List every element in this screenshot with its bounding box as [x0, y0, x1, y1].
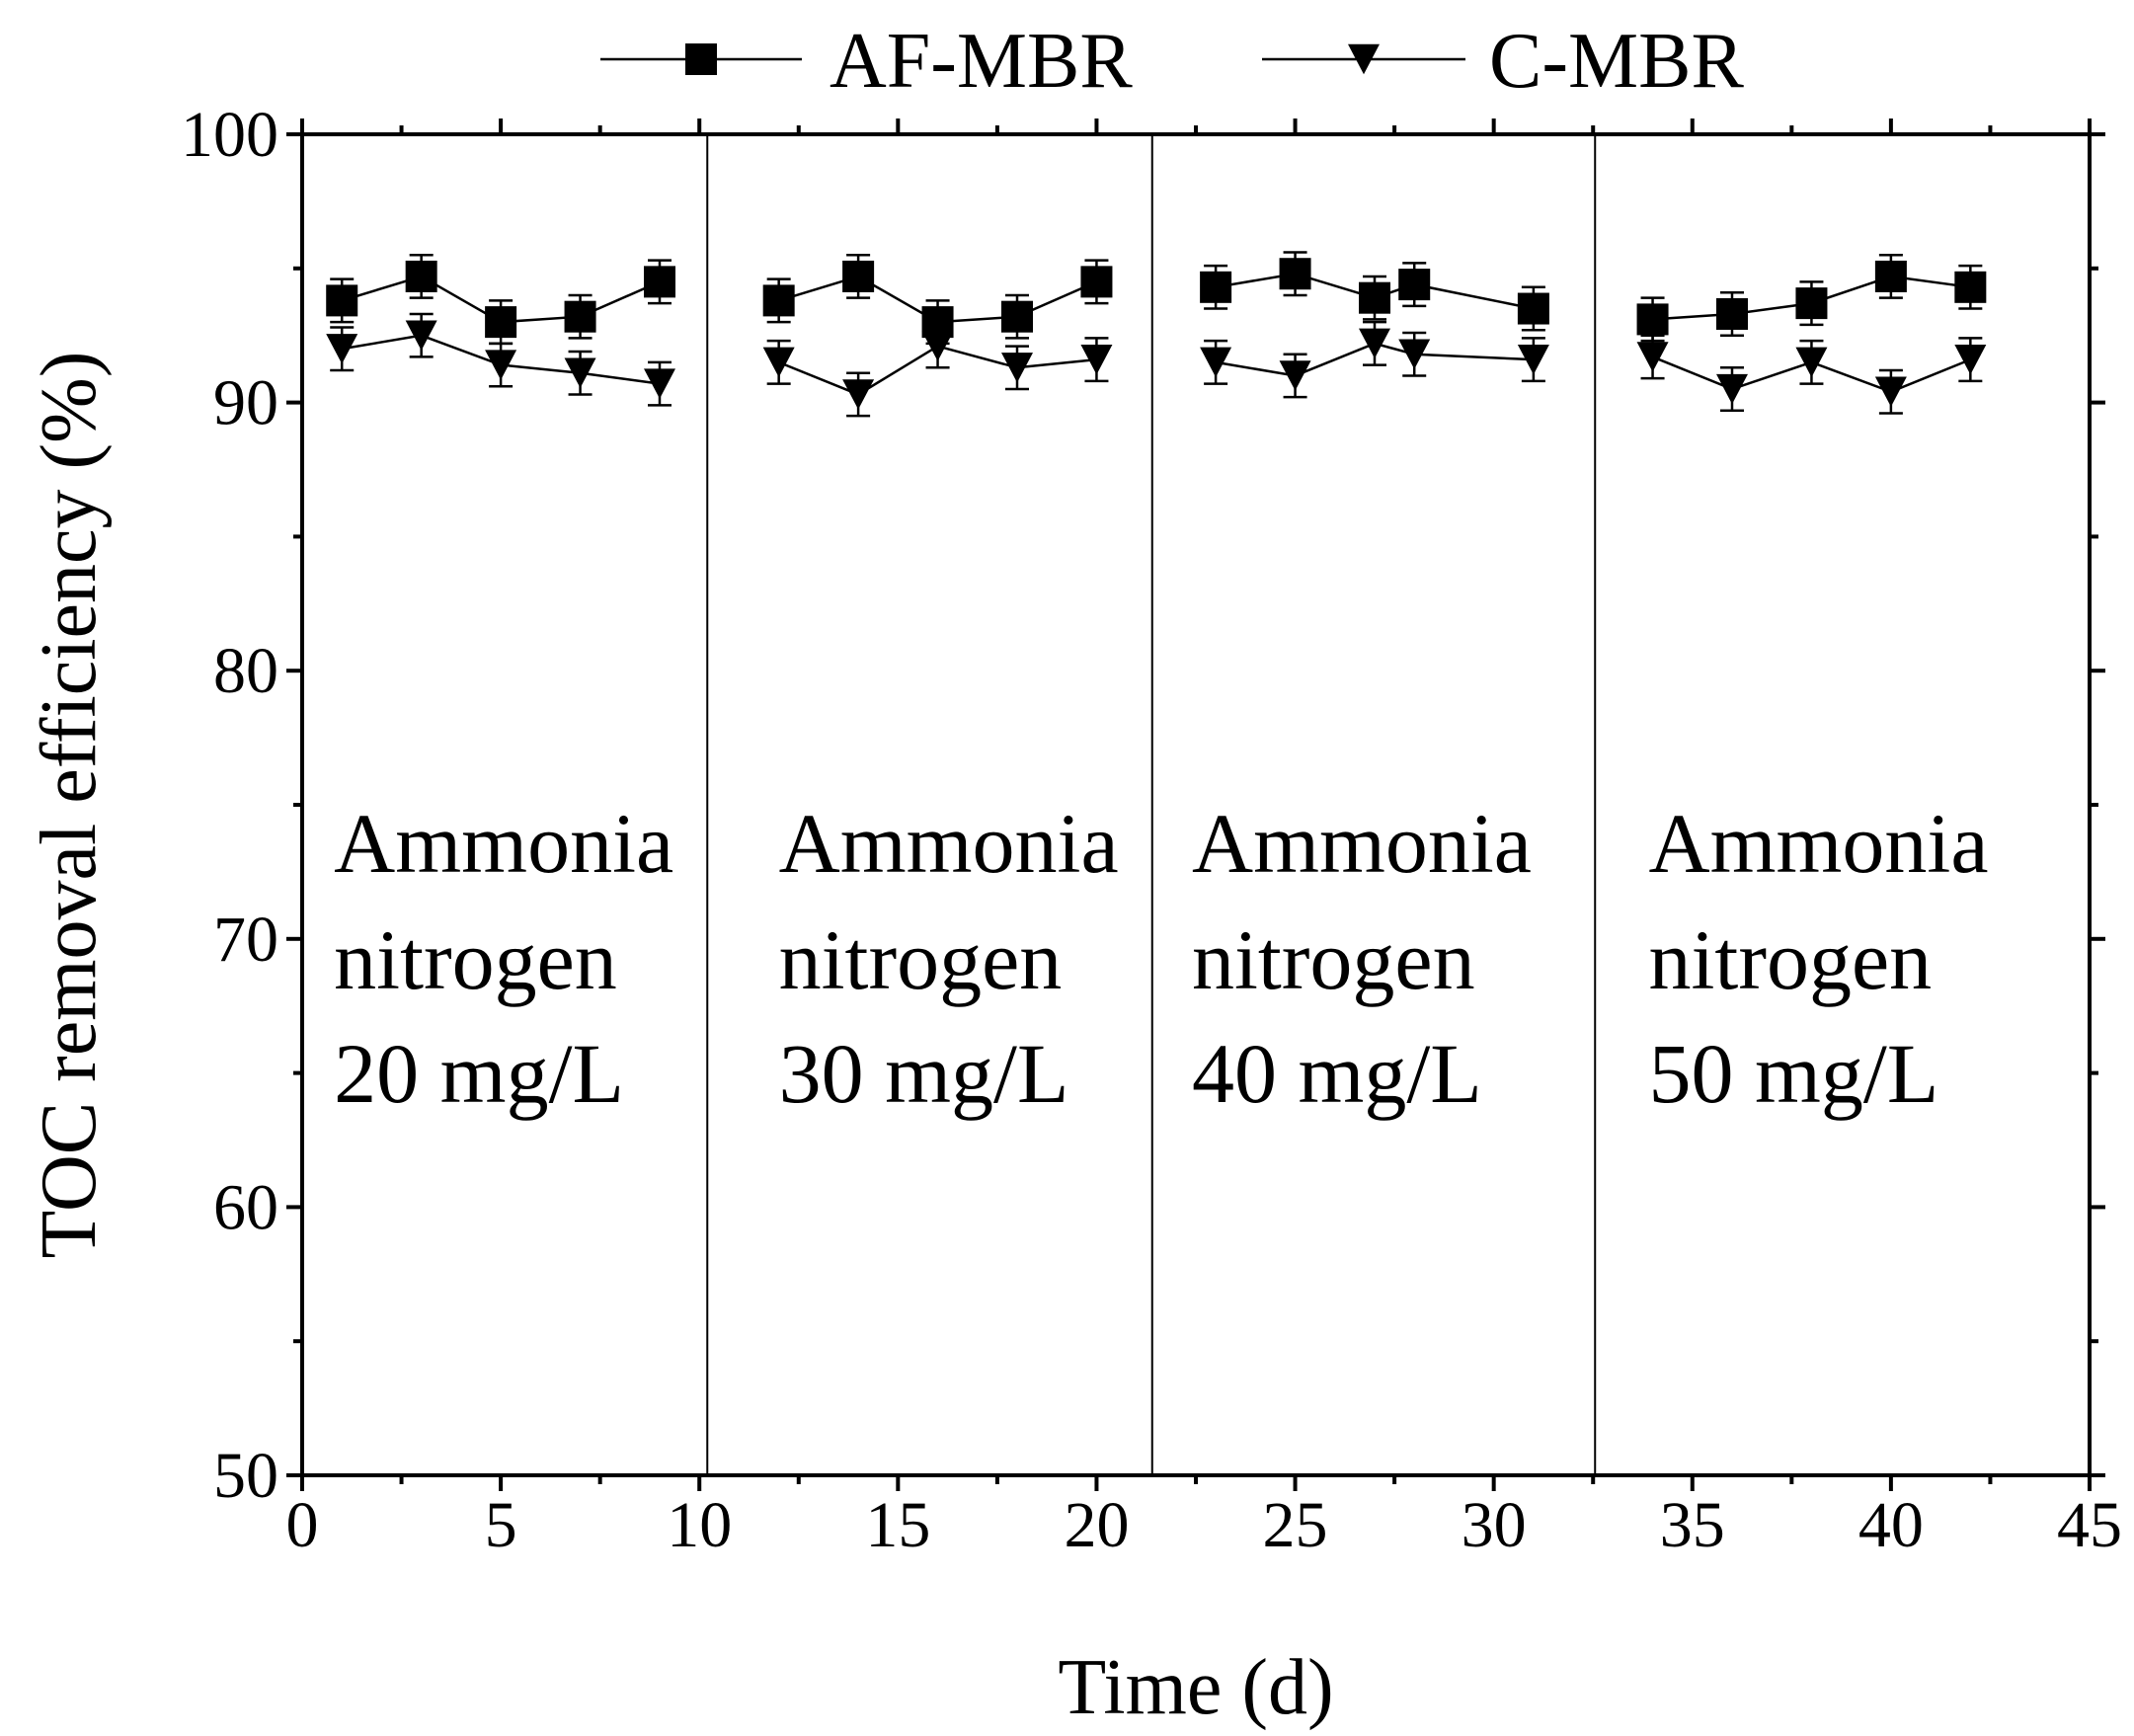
legend-marker: [1348, 43, 1380, 75]
data-point: [1795, 347, 1828, 378]
plot-content: [326, 134, 1987, 1475]
x-axis-label: Time (d): [1058, 1644, 1333, 1731]
phase-label-line2: nitrogen: [1192, 912, 1475, 1007]
x-tick-label: 10: [667, 1489, 732, 1561]
data-point: [644, 266, 675, 298]
data-point: [1359, 281, 1390, 314]
legend-label: AF-MBR: [830, 18, 1133, 105]
y-axis-label: TOC removal efficiency (%): [26, 352, 113, 1259]
data-point: [842, 260, 875, 292]
data-point: [1398, 339, 1431, 369]
phase-label-line1: Ammonia: [1649, 796, 1989, 891]
x-tick-label: 40: [1858, 1489, 1924, 1561]
series-c-mbr: [326, 312, 1987, 418]
x-tick-label: 45: [2057, 1489, 2122, 1561]
y-axis: 50 60 70 80 90 100: [181, 99, 2105, 1512]
legend-item-af-mbr: AF-MBR: [600, 18, 1133, 105]
data-point: [326, 284, 358, 317]
data-point: [1954, 344, 1987, 375]
data-point: [1716, 297, 1748, 330]
data-point: [326, 334, 358, 364]
data-point: [405, 320, 437, 351]
data-point: [762, 347, 795, 378]
data-point: [1874, 260, 1907, 292]
data-point: [762, 284, 795, 317]
phase-label-line2: nitrogen: [1649, 912, 1933, 1007]
legend-label: C-MBR: [1489, 18, 1744, 105]
x-tick-label: 15: [865, 1489, 930, 1561]
phase-label-line2: nitrogen: [779, 912, 1063, 1007]
data-point: [1080, 344, 1113, 375]
x-tick-label: 35: [1660, 1489, 1725, 1561]
x-tick-label: 0: [286, 1489, 319, 1561]
series-af-mbr: [326, 251, 1987, 346]
phase-label-line1: Ammonia: [1192, 796, 1532, 891]
data-point: [564, 300, 596, 333]
phase-label-line1: Ammonia: [779, 796, 1119, 891]
legend-marker: [685, 43, 717, 75]
data-point: [1398, 269, 1431, 301]
data-point: [1636, 303, 1669, 336]
data-point: [1200, 271, 1232, 303]
data-point: [1795, 287, 1828, 320]
phase-label-line3: 40 mg/L: [1192, 1026, 1482, 1121]
data-point: [1359, 328, 1390, 359]
x-tick-label: 30: [1462, 1489, 1527, 1561]
y-tick-label: 60: [213, 1171, 278, 1243]
y-tick-label: 50: [213, 1440, 278, 1512]
data-point: [1200, 347, 1232, 378]
legend-item-c-mbr: C-MBR: [1262, 18, 1744, 105]
phase-labels: Ammonia nitrogen 20 mg/L Ammonia nitrogen 30 …: [334, 796, 1988, 1121]
data-point: [1080, 266, 1113, 298]
data-point: [1001, 353, 1033, 383]
phase-label-line3: 30 mg/L: [779, 1026, 1069, 1121]
phase-label-line1: Ammonia: [334, 796, 673, 891]
data-point: [485, 306, 517, 339]
phase-label-line2: nitrogen: [334, 912, 617, 1007]
data-point: [921, 331, 954, 361]
data-point: [1517, 344, 1549, 375]
data-point: [485, 350, 517, 380]
data-point: [1279, 258, 1311, 290]
data-point: [1001, 300, 1033, 333]
y-tick-label: 70: [213, 904, 278, 976]
y-tick-label: 100: [181, 99, 278, 171]
x-tick-label: 25: [1263, 1489, 1328, 1561]
x-axis: 0 5 10 15 20 25 30 35 40 45: [286, 118, 2122, 1561]
y-tick-label: 80: [213, 635, 278, 707]
data-point: [1954, 271, 1987, 303]
data-point: [1279, 360, 1311, 391]
phase-label-line3: 20 mg/L: [334, 1026, 624, 1121]
x-tick-label: 5: [485, 1489, 517, 1561]
data-point: [405, 260, 437, 292]
y-tick-label: 90: [213, 367, 278, 439]
legend: AF-MBR C-MBR: [600, 18, 1744, 105]
x-tick-label: 20: [1064, 1489, 1129, 1561]
data-point: [1636, 342, 1669, 372]
data-point: [1517, 292, 1549, 325]
data-point: [1874, 376, 1907, 407]
data-point: [842, 379, 875, 410]
data-point: [1716, 373, 1748, 405]
data-point: [564, 357, 596, 388]
phase-label-line3: 50 mg/L: [1649, 1026, 1939, 1121]
data-point: [644, 368, 675, 399]
